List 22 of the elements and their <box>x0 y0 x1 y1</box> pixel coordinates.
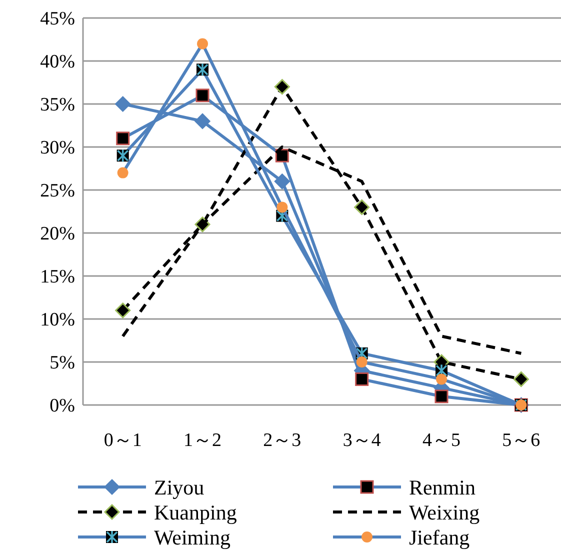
y-tick-label: 10% <box>40 310 76 331</box>
legend-label: Jiefang <box>409 525 470 550</box>
legend-label: Kuanping <box>154 500 238 524</box>
legend-label: Renmin <box>409 475 476 500</box>
y-tick-label: 15% <box>40 266 76 288</box>
x-tick-label: 0～1 <box>104 430 142 451</box>
y-tick-label: 30% <box>40 138 76 159</box>
legend-label: Weixing <box>409 500 480 524</box>
y-tick-label: 40% <box>40 52 76 73</box>
x-tick-label: 2～3 <box>263 430 302 451</box>
legend-label: Weiming <box>154 525 231 550</box>
x-tick-label: 5～6 <box>502 430 540 451</box>
y-tick-label: 20% <box>40 224 76 245</box>
x-tick-label: 1～2 <box>184 430 222 451</box>
legend-label: Ziyou <box>154 475 205 500</box>
x-tick-label: 3～4 <box>342 430 382 451</box>
y-tick-label: 0% <box>50 396 76 417</box>
y-tick-label: 45% <box>40 8 76 30</box>
y-tick-label: 35% <box>40 94 76 116</box>
x-tick-label: 4～5 <box>422 430 460 451</box>
y-tick-label: 5% <box>50 352 76 374</box>
y-tick-label: 25% <box>40 180 76 202</box>
